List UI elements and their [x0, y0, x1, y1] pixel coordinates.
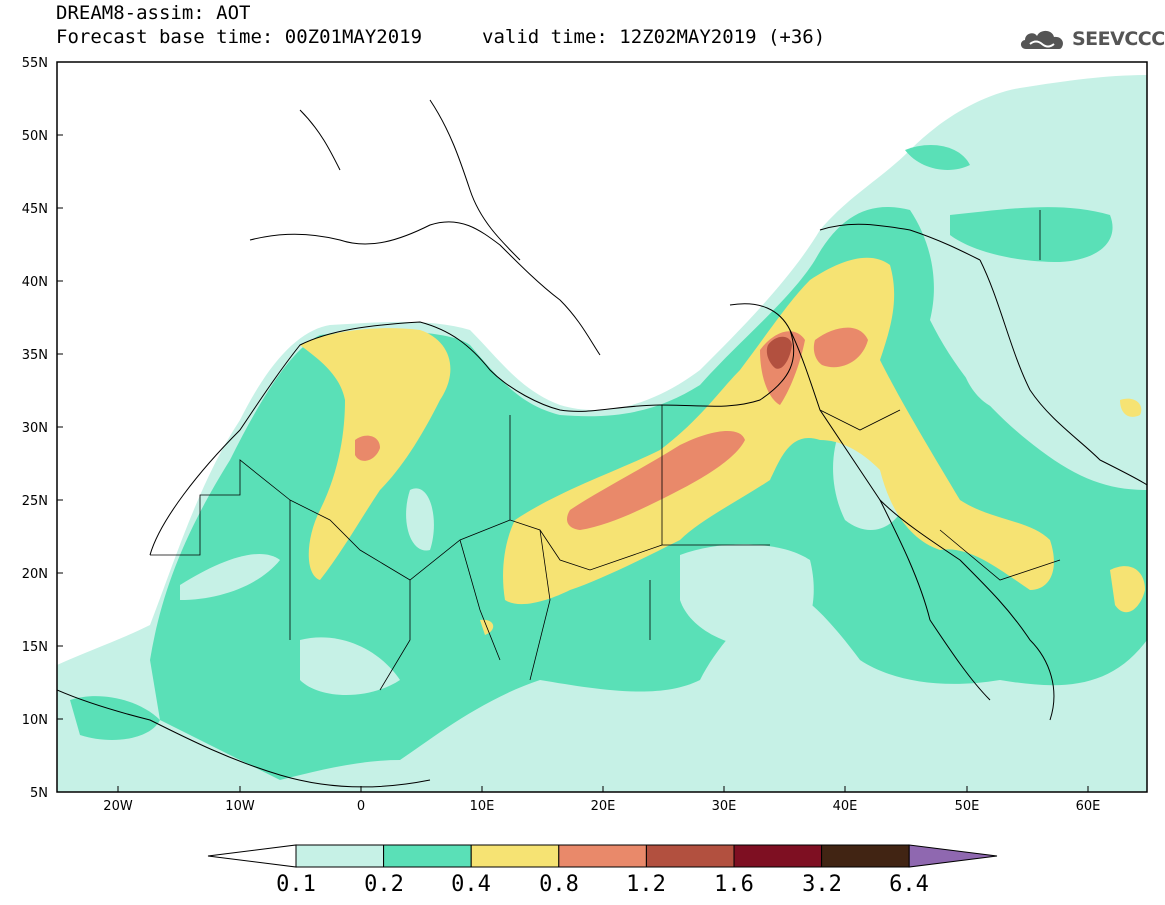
lon-label: 40E [833, 799, 858, 814]
lat-label: 40N [22, 275, 48, 290]
lon-label: 10E [470, 799, 495, 814]
seevccc-logo: SEEVCCC [1018, 25, 1165, 53]
colorbar-swatch [558, 844, 647, 868]
logo-text: SEEVCCC [1072, 28, 1165, 50]
colorbar-swatch [295, 844, 385, 868]
aot-level-1-2 [766, 336, 792, 369]
lat-label: 50N [22, 129, 48, 144]
lon-labels: 20W 10W 0 10E 20E 30E 40E 50E 60E [103, 799, 1100, 814]
aot-level-0-1-pockets [180, 350, 1003, 739]
lon-label: 60E [1076, 799, 1101, 814]
forecast-base-time: Forecast base time: 00Z01MAY2019 [56, 26, 423, 48]
coastlines [57, 99, 1147, 788]
colorbar-right-arrow [908, 844, 998, 868]
lon-label: 0 [357, 799, 365, 814]
lat-labels: 55N 50N 45N 40N 35N 30N 25N 20N 15N 10N … [22, 56, 48, 801]
colorbar-label: 0.2 [364, 872, 404, 897]
colorbar [207, 844, 998, 868]
lat-ticks [57, 61, 63, 793]
aot-contours [57, 75, 1147, 792]
colorbar-swatch [821, 844, 910, 868]
colorbar-swatch [383, 844, 472, 868]
lat-label: 15N [22, 640, 48, 655]
lat-label: 20N [22, 567, 48, 582]
lat-label: 10N [22, 713, 48, 728]
colorbar-label: 0.1 [276, 872, 316, 897]
lon-label: 20W [103, 799, 133, 814]
valid-time: valid time: 12Z02MAY2019 (+36) [482, 26, 826, 48]
colorbar-label: 1.2 [626, 872, 666, 897]
lon-label: 10W [225, 799, 255, 814]
colorbar-swatch [645, 844, 735, 868]
colorbar-swatch [733, 844, 823, 868]
lat-label: 55N [22, 56, 48, 71]
lon-label: 20E [591, 799, 616, 814]
lon-label: 50E [955, 799, 980, 814]
lon-ticks [117, 786, 1089, 792]
colorbar-label: 0.4 [451, 872, 491, 897]
lat-label: 5N [30, 786, 48, 801]
colorbar-label: 1.6 [714, 872, 754, 897]
cloud-icon [1020, 30, 1064, 49]
colorbar-label: 3.2 [802, 872, 842, 897]
lat-label: 45N [22, 202, 48, 217]
lat-label: 35N [22, 348, 48, 363]
lat-label: 30N [22, 421, 48, 436]
colorbar-label: 0.8 [539, 872, 579, 897]
map-title: DREAM8-assim: AOT [56, 2, 251, 24]
lon-label: 30E [712, 799, 737, 814]
borders [150, 210, 1061, 691]
lat-label: 25N [22, 494, 48, 509]
colorbar-left-arrow [207, 844, 297, 868]
colorbar-label: 6.4 [889, 872, 929, 897]
colorbar-swatch [470, 844, 560, 868]
